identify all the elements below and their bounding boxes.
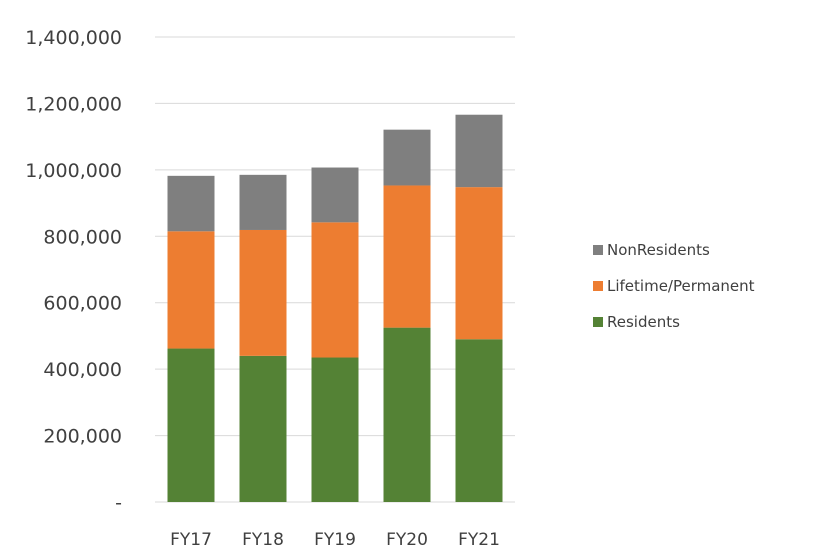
bar-fy21-residents xyxy=(455,339,503,502)
bar-fy18-nonresidents xyxy=(239,174,287,230)
bar-fy20-nonresidents xyxy=(383,129,431,186)
bars xyxy=(167,114,503,502)
legend-swatch-nonresidents xyxy=(593,245,603,255)
bar-fy19-nonresidents xyxy=(311,167,359,223)
bar-fy19-lifetime-permanent xyxy=(311,222,359,358)
x-tick-label: FY17 xyxy=(170,530,212,550)
bar-fy18-residents xyxy=(239,355,287,502)
y-tick-label: - xyxy=(115,492,122,514)
bar-fy17-nonresidents xyxy=(167,175,215,232)
y-tick-label: 400,000 xyxy=(43,359,122,381)
bar-fy19-residents xyxy=(311,357,359,502)
legend-swatch-residents xyxy=(593,317,603,327)
bar-fy17-lifetime-permanent xyxy=(167,231,215,349)
bar-fy21-lifetime-permanent xyxy=(455,187,503,340)
bar-fy20-lifetime-permanent xyxy=(383,185,431,328)
bar-fy18-lifetime-permanent xyxy=(239,229,287,356)
x-tick-label: FY18 xyxy=(242,530,284,550)
y-tick-label: 200,000 xyxy=(43,426,122,448)
bar-fy17-residents xyxy=(167,348,215,502)
x-tick-label: FY20 xyxy=(386,530,428,550)
bar-fy20-residents xyxy=(383,327,431,502)
legend: NonResidents Lifetime/Permanent Residents xyxy=(593,241,755,331)
y-tick-label: 1,200,000 xyxy=(25,93,122,115)
y-tick-label: 800,000 xyxy=(43,226,122,248)
y-tick-label: 1,000,000 xyxy=(25,160,122,182)
legend-label: NonResidents xyxy=(607,241,710,259)
x-tick-label: FY21 xyxy=(458,530,500,550)
y-tick-label: 1,400,000 xyxy=(25,27,122,49)
legend-label: Lifetime/Permanent xyxy=(607,277,755,295)
y-axis-tick-labels: - 200,000 400,000 600,000 800,000 1,000,000 1,… xyxy=(25,27,122,514)
legend-swatch-lifetime-permanent xyxy=(593,281,603,291)
y-tick-label: 600,000 xyxy=(43,293,122,315)
bar-fy21-nonresidents xyxy=(455,114,503,188)
x-axis-tick-labels: FY17 FY18 FY19 FY20 FY21 xyxy=(170,530,500,550)
legend-label: Residents xyxy=(607,313,680,331)
x-tick-label: FY19 xyxy=(314,530,356,550)
